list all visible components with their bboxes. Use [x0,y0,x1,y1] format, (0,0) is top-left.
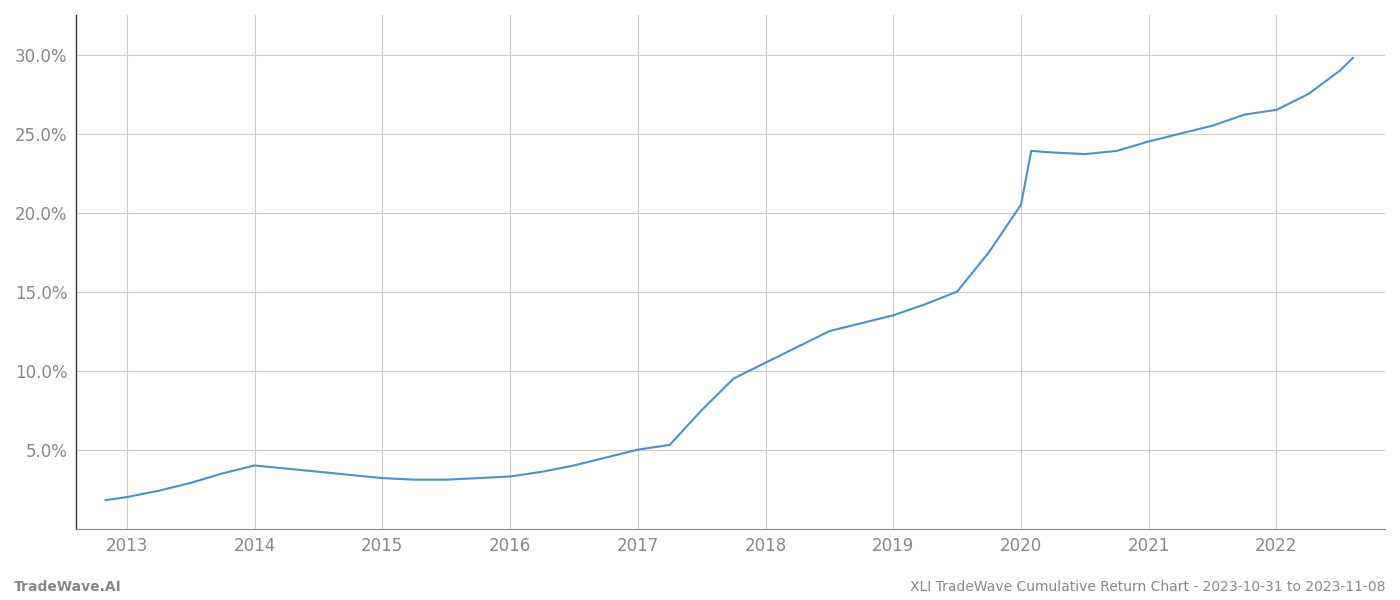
Text: TradeWave.AI: TradeWave.AI [14,580,122,594]
Text: XLI TradeWave Cumulative Return Chart - 2023-10-31 to 2023-11-08: XLI TradeWave Cumulative Return Chart - … [910,580,1386,594]
